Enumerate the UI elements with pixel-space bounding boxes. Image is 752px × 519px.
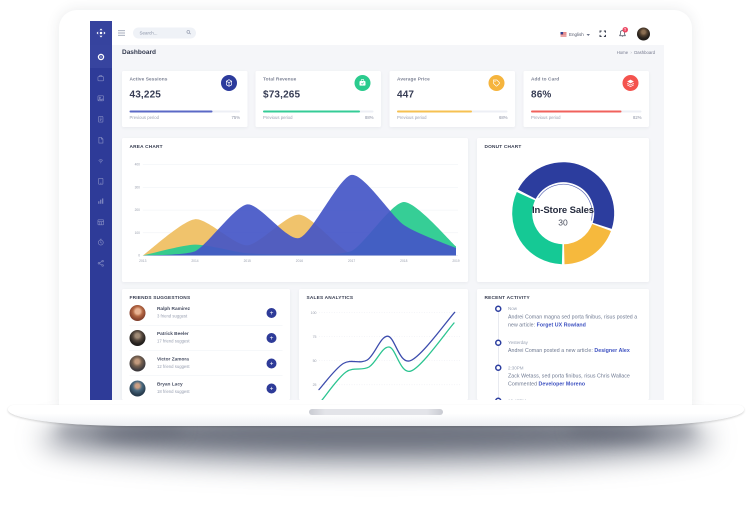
- svg-text:100: 100: [311, 311, 317, 315]
- svg-text:0: 0: [138, 254, 140, 258]
- svg-text:50: 50: [313, 359, 317, 363]
- svg-text:200: 200: [135, 208, 141, 212]
- svg-text:300: 300: [135, 185, 141, 189]
- svg-text:100: 100: [135, 231, 141, 235]
- svg-text:2013: 2013: [139, 259, 146, 263]
- svg-text:2017: 2017: [348, 259, 355, 263]
- svg-text:25: 25: [313, 383, 317, 387]
- svg-text:2015: 2015: [244, 259, 251, 263]
- svg-text:75: 75: [313, 335, 317, 339]
- svg-text:2018: 2018: [400, 259, 407, 263]
- svg-text:2014: 2014: [191, 259, 198, 263]
- svg-text:2016: 2016: [296, 259, 303, 263]
- svg-text:400: 400: [135, 163, 141, 167]
- svg-text:2019: 2019: [452, 259, 459, 263]
